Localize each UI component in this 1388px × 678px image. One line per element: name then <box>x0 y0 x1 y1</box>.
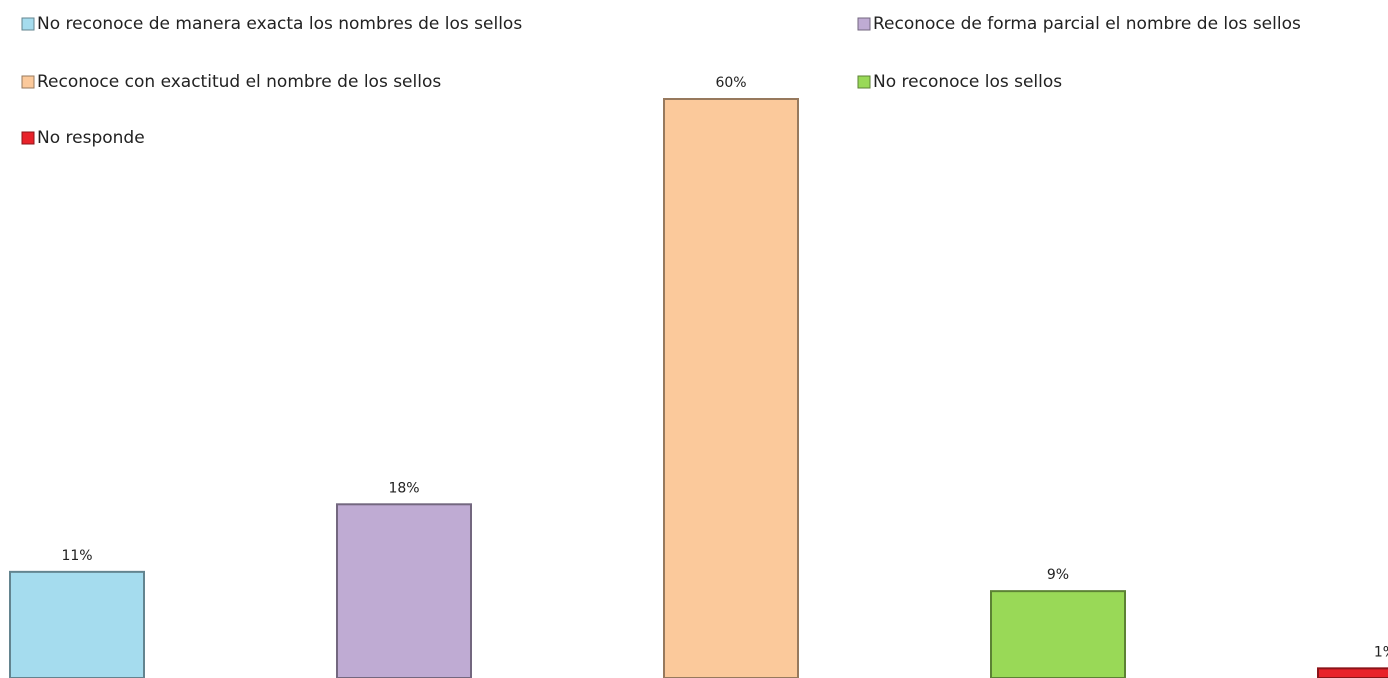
legend-label: No responde <box>37 128 145 148</box>
bar <box>336 503 472 678</box>
legend-label: Reconoce de forma parcial el nombre de l… <box>873 14 1301 34</box>
bar <box>663 98 799 678</box>
data-label: 60% <box>715 75 746 91</box>
legend-swatch <box>857 75 871 89</box>
legend-label: Reconoce con exactitud el nombre de los … <box>37 72 441 92</box>
legend-swatch <box>857 17 871 31</box>
bar <box>1317 667 1388 678</box>
legend-label: No reconoce los sellos <box>873 72 1062 92</box>
legend-swatch <box>21 131 35 145</box>
legend-label: No reconoce de manera exacta los nombres… <box>37 14 522 34</box>
data-label: 1% <box>1374 644 1388 660</box>
legend-swatch <box>21 75 35 89</box>
legend-swatch <box>21 17 35 31</box>
bar <box>9 570 145 678</box>
data-label: 18% <box>388 480 419 496</box>
data-label: 9% <box>1047 567 1069 583</box>
data-label: 11% <box>61 548 92 564</box>
bar <box>990 590 1126 678</box>
